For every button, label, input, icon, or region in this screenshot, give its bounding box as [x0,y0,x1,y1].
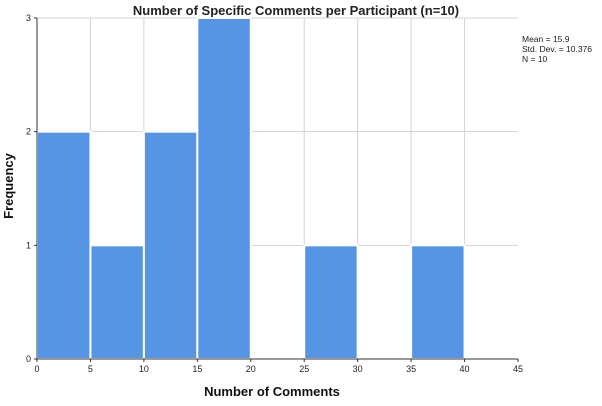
x-axis-title: Number of Comments [204,384,340,399]
histogram-bar [36,130,92,360]
tick-labels: 0 5 10 15 20 25 30 35 40 45 0 1 2 3 [26,13,523,374]
x-tick-label: 30 [353,364,363,374]
x-tick-label: 10 [139,364,149,374]
x-tick-label: 15 [192,364,202,374]
y-tick-label: 1 [26,240,31,250]
chart-title: Number of Specific Comments per Particip… [133,3,459,18]
x-tick-label: 20 [246,364,256,374]
y-tick-label: 2 [26,127,31,137]
x-tick-label: 45 [513,364,523,374]
stats-n: N = 10 [522,54,548,64]
y-axis-title: Frequency [1,152,16,219]
x-tick-label: 0 [34,364,39,374]
axes [34,17,519,362]
histogram-bar [142,130,199,360]
x-tick-label: 40 [460,364,470,374]
histogram-bar [303,244,359,360]
x-tick-label: 25 [299,364,309,374]
y-tick-label: 3 [26,13,31,23]
y-tick-label: 0 [26,354,31,364]
stats-std-dev: Std. Dev. = 10.376 [522,44,592,54]
histogram-bar [410,244,466,360]
x-tick-label: 5 [88,364,93,374]
x-tick-label: 35 [406,364,416,374]
stats-mean: Mean = 15.9 [522,34,570,44]
summary-stats: Mean = 15.9 Std. Dev. = 10.376 N = 10 [522,34,592,64]
histogram-bar [89,244,145,360]
histogram-bar [196,17,252,360]
histogram-bars [36,17,466,360]
